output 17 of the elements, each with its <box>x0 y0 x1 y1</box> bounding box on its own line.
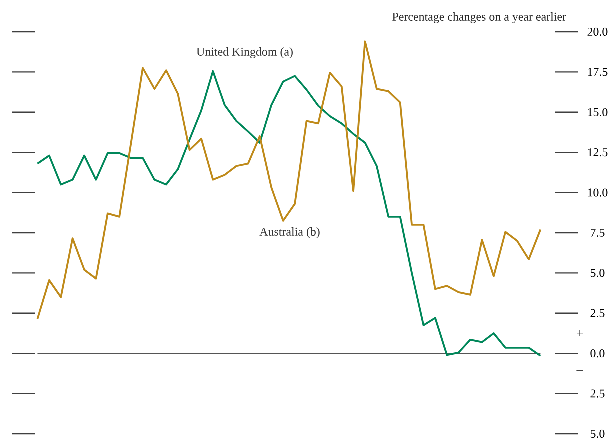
line-series <box>36 40 542 320</box>
y-tick-label: 20.0 <box>588 28 608 36</box>
y-tick-label: 5.0 <box>590 269 605 278</box>
y-tick-label: 2.5 <box>590 309 605 318</box>
y-tick-label: 2.5 <box>590 390 605 398</box>
series-label: United Kingdom (a) <box>196 48 293 58</box>
y-tick-label: 12.5 <box>588 148 608 157</box>
y-tick-label: 17.5 <box>588 68 608 76</box>
y-tick-label: 0.0 <box>590 350 605 358</box>
y-tick-label: 15.0 <box>588 108 608 116</box>
y-tick-label: 5.0 <box>590 430 605 438</box>
text: – <box>576 370 584 371</box>
y-tick-label: 10.0 <box>588 188 608 197</box>
text: + <box>577 330 584 336</box>
chart-subtitle: Percentage changes on a year earlier <box>392 12 566 24</box>
series-label: Australia (b) <box>260 228 320 238</box>
y-tick-label: 7.5 <box>591 228 605 237</box>
